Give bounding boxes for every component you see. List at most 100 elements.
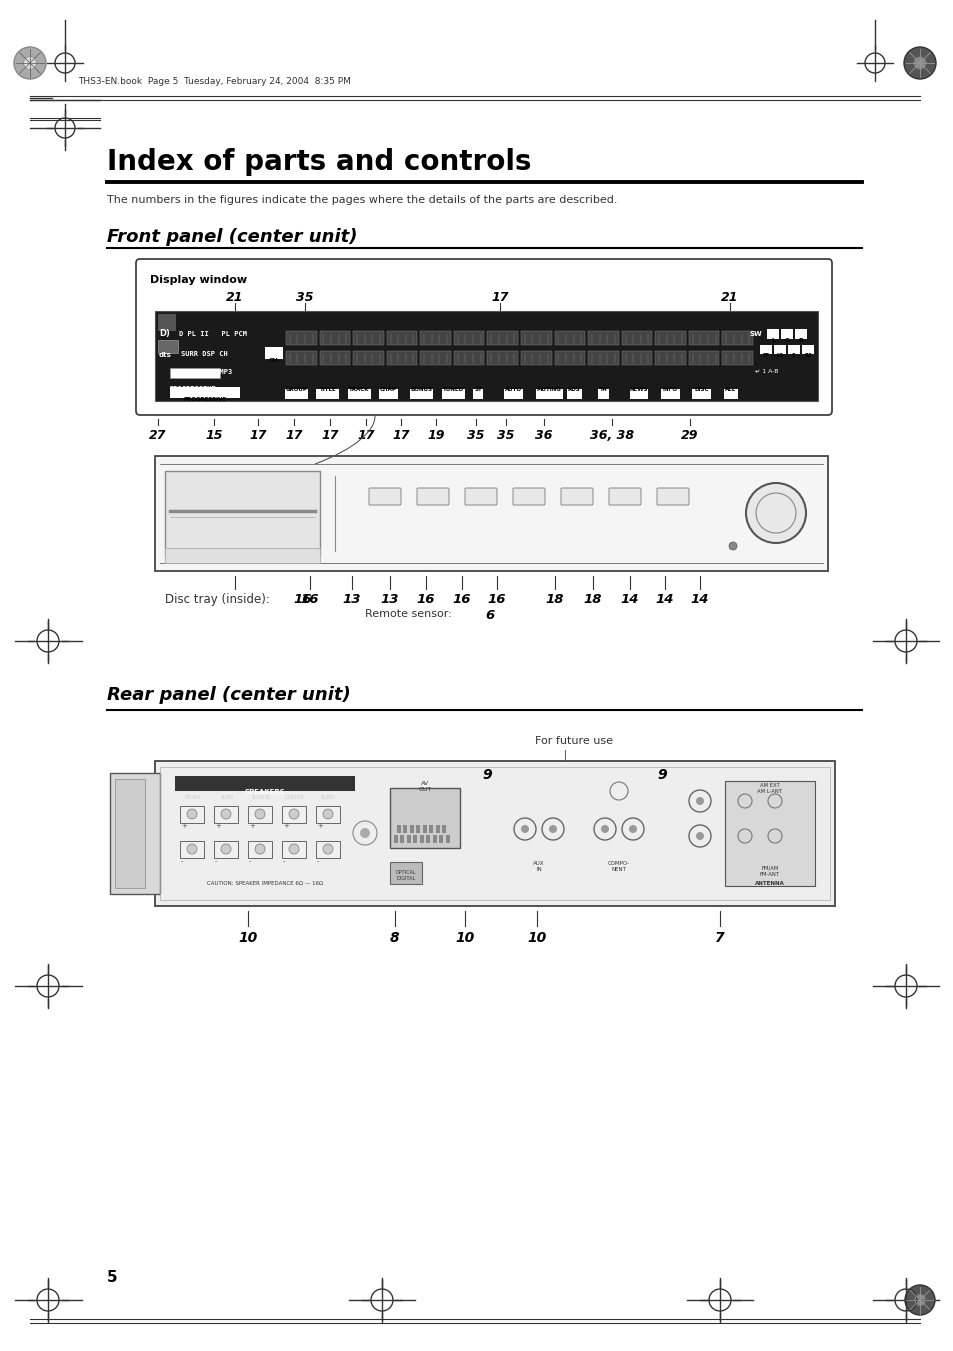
Bar bbox=[426, 835, 430, 843]
Bar bbox=[160, 767, 829, 900]
Text: L: L bbox=[770, 338, 774, 343]
Text: Front panel (center unit): Front panel (center unit) bbox=[107, 228, 357, 246]
Bar bbox=[801, 345, 813, 354]
Bar bbox=[439, 835, 443, 843]
Text: 10: 10 bbox=[238, 931, 257, 944]
Text: FM/AM
FM-ANT: FM/AM FM-ANT bbox=[760, 866, 780, 877]
Bar bbox=[473, 389, 483, 399]
Text: 17: 17 bbox=[356, 430, 375, 442]
Text: ↵ 1 A-B: ↵ 1 A-B bbox=[754, 369, 778, 374]
Text: 16: 16 bbox=[416, 593, 435, 607]
Text: 17: 17 bbox=[249, 430, 267, 442]
Bar bbox=[400, 835, 404, 843]
Text: Disc tray (inside):: Disc tray (inside): bbox=[165, 593, 274, 607]
FancyBboxPatch shape bbox=[369, 488, 400, 505]
Text: ANTENNA: ANTENNA bbox=[754, 881, 784, 886]
Bar bbox=[390, 788, 459, 848]
Text: 19: 19 bbox=[427, 430, 444, 442]
Text: TITLE: TITLE bbox=[319, 386, 335, 392]
Bar bbox=[504, 389, 522, 399]
Text: +: + bbox=[283, 823, 289, 830]
Text: SURR DSP CH: SURR DSP CH bbox=[181, 351, 228, 357]
Bar bbox=[554, 351, 584, 365]
Bar bbox=[454, 351, 484, 365]
Bar bbox=[110, 773, 160, 894]
Text: 17: 17 bbox=[321, 430, 338, 442]
Bar bbox=[520, 351, 551, 365]
Bar bbox=[588, 351, 618, 365]
Bar bbox=[416, 825, 420, 834]
Text: PROGRESSIVE: PROGRESSIVE bbox=[170, 386, 216, 392]
Text: SW: SW bbox=[749, 331, 762, 336]
Bar bbox=[766, 330, 779, 339]
Bar bbox=[598, 389, 608, 399]
Bar bbox=[286, 351, 316, 365]
Bar bbox=[442, 825, 446, 834]
Bar bbox=[454, 331, 484, 345]
Text: LS: LS bbox=[776, 353, 782, 358]
Text: 14: 14 bbox=[620, 593, 639, 607]
Text: 8: 8 bbox=[390, 931, 399, 944]
Circle shape bbox=[904, 1285, 934, 1315]
FancyBboxPatch shape bbox=[608, 488, 640, 505]
Text: FF: FF bbox=[761, 353, 769, 358]
Text: 16: 16 bbox=[487, 593, 506, 607]
Bar bbox=[410, 389, 433, 399]
Text: Remote sensor:: Remote sensor: bbox=[365, 609, 455, 619]
Bar bbox=[213, 807, 237, 823]
Bar bbox=[180, 807, 204, 823]
Bar bbox=[420, 351, 451, 365]
Bar bbox=[180, 842, 204, 858]
Text: -: - bbox=[283, 858, 285, 865]
Bar bbox=[655, 351, 685, 365]
Bar bbox=[760, 345, 771, 354]
Text: AUTO: AUTO bbox=[505, 386, 521, 392]
Text: CHAP: CHAP bbox=[379, 386, 396, 392]
Bar bbox=[724, 781, 814, 886]
Bar bbox=[487, 331, 517, 345]
Text: SURR: SURR bbox=[220, 794, 233, 800]
Text: 18: 18 bbox=[583, 593, 601, 607]
Circle shape bbox=[254, 809, 265, 819]
Text: +: + bbox=[249, 823, 254, 830]
Text: C: C bbox=[784, 338, 788, 343]
Text: AM EXT
AM L-ANT: AM EXT AM L-ANT bbox=[757, 784, 781, 794]
Text: 10: 10 bbox=[527, 931, 546, 944]
Bar bbox=[115, 780, 145, 888]
Bar bbox=[158, 313, 175, 331]
Circle shape bbox=[913, 57, 925, 69]
Text: +: + bbox=[181, 823, 187, 830]
Text: SURR-B: SURR-B bbox=[252, 794, 270, 800]
Bar bbox=[154, 761, 834, 907]
Bar bbox=[347, 389, 371, 399]
Text: 16: 16 bbox=[293, 593, 312, 607]
Circle shape bbox=[323, 809, 333, 819]
Text: The numbers in the figures indicate the pages where the details of the parts are: The numbers in the figures indicate the … bbox=[107, 195, 617, 205]
Text: RS: RS bbox=[803, 353, 811, 358]
Text: 21: 21 bbox=[720, 290, 738, 304]
Text: For future use: For future use bbox=[535, 736, 613, 746]
FancyBboxPatch shape bbox=[464, 488, 497, 505]
Text: -: - bbox=[249, 858, 252, 865]
Bar bbox=[285, 389, 308, 399]
Bar bbox=[621, 331, 652, 345]
Bar bbox=[353, 351, 383, 365]
Circle shape bbox=[289, 844, 298, 854]
Text: -: - bbox=[316, 858, 319, 865]
Text: 16: 16 bbox=[453, 593, 471, 607]
Circle shape bbox=[520, 825, 529, 834]
Text: CENTER: CENTER bbox=[285, 794, 305, 800]
Bar bbox=[419, 835, 423, 843]
Bar bbox=[386, 351, 416, 365]
Circle shape bbox=[903, 47, 935, 78]
Circle shape bbox=[221, 809, 231, 819]
Text: BONUS: BONUS bbox=[411, 386, 433, 392]
Circle shape bbox=[289, 809, 298, 819]
Circle shape bbox=[913, 1294, 925, 1306]
Bar bbox=[588, 331, 618, 345]
Text: THS3-EN.book  Page 5  Tuesday, February 24, 2004  8:35 PM: THS3-EN.book Page 5 Tuesday, February 24… bbox=[78, 77, 351, 86]
Bar bbox=[621, 351, 652, 365]
Bar bbox=[723, 389, 738, 399]
Bar bbox=[174, 775, 355, 790]
Circle shape bbox=[728, 542, 737, 550]
